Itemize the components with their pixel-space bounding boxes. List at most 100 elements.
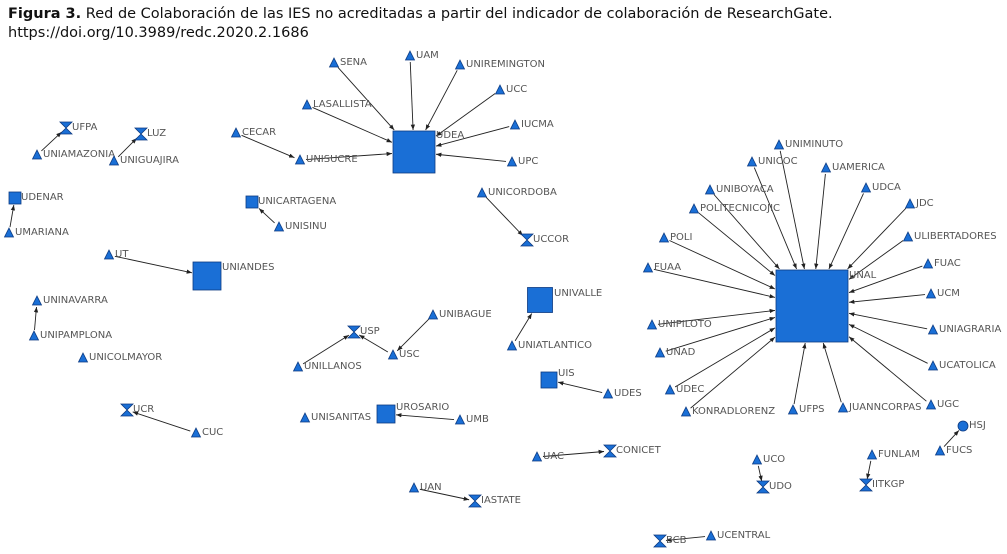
node-shape-triangle [299,412,311,423]
node-fuaa: FUAA [642,262,681,273]
edge-ucc-udea [435,93,496,137]
node-uan: UAN [408,482,442,493]
node-label: UNICORDOBA [488,187,557,198]
node-shape-triangle [454,59,466,70]
node-label: UNIPILOTO [658,319,712,330]
node-usp: USP [347,325,380,339]
node-label: CUC [202,427,223,438]
figure-caption: Figura 3. Red de Colaboración de las IES… [8,5,998,43]
node-label: UDES [614,388,642,399]
node-uniandes: UNIANDES [192,261,274,291]
node-label: UDEC [676,384,704,395]
edge-uniatlantico-univalle [514,313,533,342]
edge-politecnicojic-unal [698,212,776,276]
node-uninavarra: UNINAVARRA [31,295,108,306]
edge-uniagraria-unal [848,312,928,330]
edge-usc-usp [358,334,389,353]
node-label: IASTATE [481,495,521,506]
node-label: UCCOR [533,234,569,245]
node-label: UT [115,249,129,260]
figure-caption-text: Red de Colaboración de las IES no acredi… [85,6,833,22]
node-luz: LUZ [134,127,166,141]
node-label: UNISUCRE [306,154,358,165]
node-label: UNIAGRARIA [939,324,1001,335]
node-shape-triangle [680,406,692,417]
node-shape-hourglass [603,444,617,458]
node-lasallista: LASALLISTA [301,99,372,110]
edge-unillanos-usp [302,334,350,365]
node-unillanos: UNILLANOS [292,361,362,372]
node-unicolmayor: UNICOLMAYOR [77,352,162,363]
node-label: UNIGUAJIRA [120,155,179,166]
node-label: CONICET [616,445,662,456]
node-udca: UDCA [860,182,901,193]
node-usc: USC [387,349,420,360]
node-ucatolica: UCATOLICA [927,360,996,371]
node-jdc: JDC [904,198,934,209]
node-shape-triangle [404,50,416,61]
node-label: USC [399,349,420,360]
node-shape-hourglass [520,233,534,247]
node-label: UNISANITAS [311,412,371,423]
node-shape-triangle [408,482,420,493]
node-shape-triangle [866,449,878,460]
node-hsj: HSJ [957,420,986,432]
node-univalle: UNIVALLE [527,287,602,313]
node-shape-square [245,195,259,209]
node-shape-triangle [77,352,89,363]
node-label: UAC [543,451,564,462]
node-shape-triangle [925,399,937,410]
node-udec: UDEC [664,384,704,395]
node-shape-hourglass [653,534,667,548]
node-label: UNIPAMPLONA [40,330,112,341]
node-label: UCM [937,288,960,299]
node-label: UNICARTAGENA [258,196,336,207]
edge-konradlorenz-unal [690,336,776,409]
node-shape-triangle [646,319,658,330]
node-label: UNIVALLE [554,288,602,299]
node-uniminuto: UNIMINUTO [773,139,843,150]
node-label: UAN [420,482,442,493]
edge-udca-unal [828,193,864,270]
node-unipiloto: UNIPILOTO [646,319,712,330]
node-ucc: UCC [494,84,527,95]
node-poli: POLI [658,232,692,243]
node-label: JDC [915,198,934,209]
node-uam: UAM [404,50,439,61]
edge-ut-uniandes [114,255,193,274]
node-shape-triangle [934,445,946,456]
node-label: UMARIANA [15,227,69,238]
node-iitkgp: IITKGP [859,478,904,492]
node-shape-triangle [301,99,313,110]
node-shape-triangle [31,149,43,160]
edge-uniminuto-unal [779,150,806,270]
node-ufpa: UFPA [59,121,97,135]
node-conicet: CONICET [603,444,662,458]
edge-uniremington-udea [425,70,458,131]
node-shape-triangle [328,57,340,68]
node-label: UNIATLANTICO [518,340,592,351]
node-shape-triangle [494,84,506,95]
node-uniremington: UNIREMINGTON [454,59,545,70]
node-shape-square [192,261,222,291]
node-shape-hourglass [468,494,482,508]
node-unipamplona: UNIPAMPLONA [28,330,112,341]
node-shape-triangle [860,182,872,193]
node-unisanitas: UNISANITAS [299,412,371,423]
node-label: IUCMA [521,119,554,130]
edge-ulibertadores-unal [848,240,904,280]
node-label: UMB [466,414,489,425]
node-shape-triangle [3,227,15,238]
edge-uco-udo [757,465,763,482]
node-label: UDEA [436,130,464,141]
node-label: UDENAR [21,192,64,203]
edge-cuc-ucr [132,411,191,432]
edge-unad-unal [665,316,776,352]
edge-ucentral-bcb [665,536,706,543]
node-label: UNICOC [758,156,798,167]
node-unicartagena: UNICARTAGENA [245,195,336,209]
node-uniagraria: UNIAGRARIA [927,324,1001,335]
node-ucentral: UCENTRAL [705,530,771,541]
node-label: UNIMINUTO [785,139,843,150]
node-label: UAMERICA [832,162,885,173]
